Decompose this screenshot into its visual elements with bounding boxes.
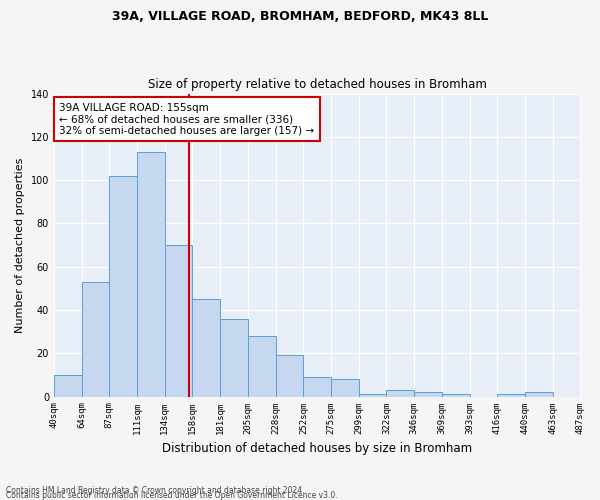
Bar [109, 176, 137, 396]
Text: 39A, VILLAGE ROAD, BROMHAM, BEDFORD, MK43 8LL: 39A, VILLAGE ROAD, BROMHAM, BEDFORD, MK4… [112, 10, 488, 23]
Bar [137, 152, 165, 396]
Bar [82, 282, 109, 397]
Bar [165, 245, 193, 396]
Bar [54, 375, 82, 396]
Bar [386, 390, 414, 396]
Bar [525, 392, 553, 396]
Bar [275, 356, 304, 397]
Bar [248, 336, 275, 396]
Bar [220, 318, 248, 396]
Bar [442, 394, 470, 396]
Text: 39A VILLAGE ROAD: 155sqm
← 68% of detached houses are smaller (336)
32% of semi-: 39A VILLAGE ROAD: 155sqm ← 68% of detach… [59, 102, 314, 136]
Bar [414, 392, 442, 396]
Y-axis label: Number of detached properties: Number of detached properties [15, 158, 25, 332]
Bar [193, 299, 220, 396]
Bar [304, 377, 331, 396]
Bar [331, 379, 359, 396]
Bar [359, 394, 386, 396]
Title: Size of property relative to detached houses in Bromham: Size of property relative to detached ho… [148, 78, 487, 91]
X-axis label: Distribution of detached houses by size in Bromham: Distribution of detached houses by size … [162, 442, 472, 455]
Text: Contains HM Land Registry data © Crown copyright and database right 2024.: Contains HM Land Registry data © Crown c… [6, 486, 305, 495]
Bar [497, 394, 525, 396]
Text: Contains public sector information licensed under the Open Government Licence v3: Contains public sector information licen… [6, 491, 338, 500]
